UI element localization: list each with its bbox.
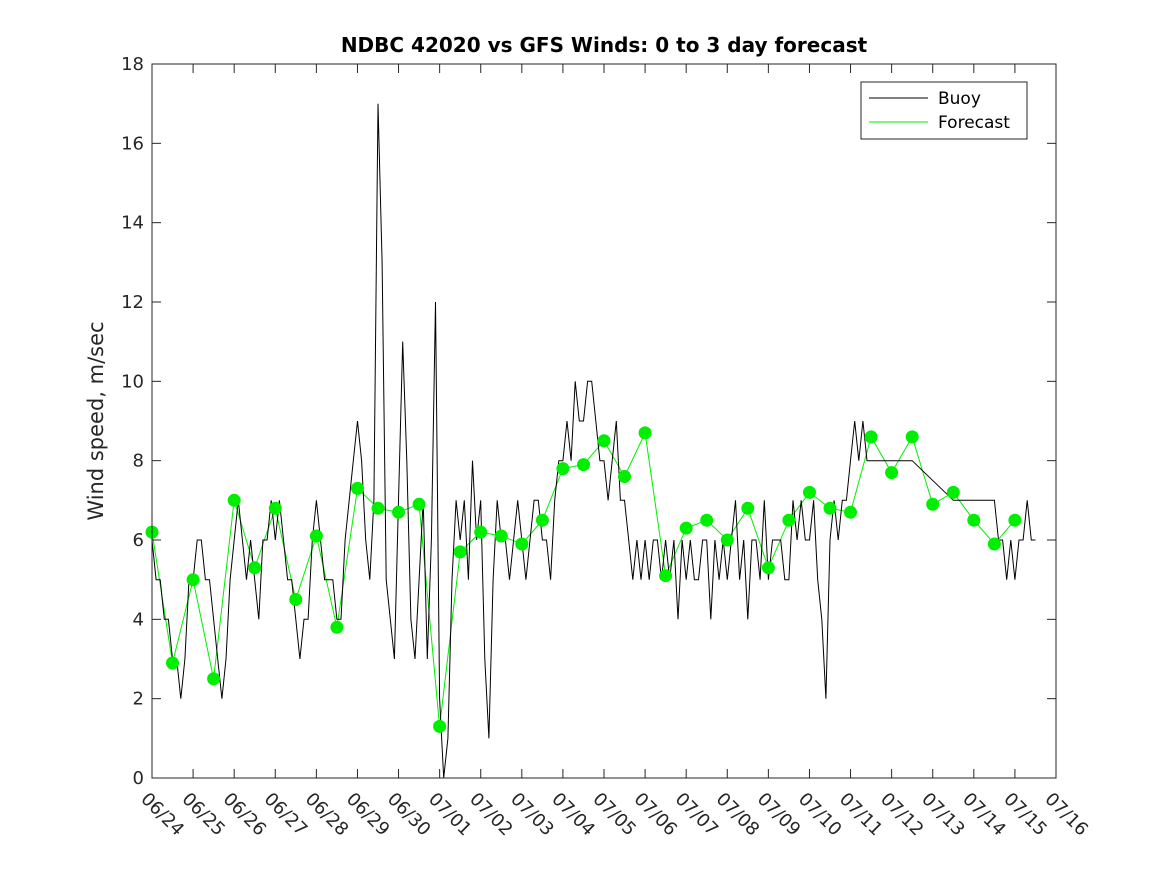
forecast-marker	[453, 545, 467, 559]
forecast-marker	[905, 430, 919, 444]
forecast-marker	[741, 501, 755, 515]
forecast-marker	[679, 521, 693, 535]
forecast-marker	[268, 501, 282, 515]
forecast-marker	[227, 493, 241, 507]
y-axis-label: Wind speed, m/sec	[84, 321, 108, 520]
forecast-marker	[371, 501, 385, 515]
forecast-marker	[166, 656, 179, 670]
forecast-marker	[309, 529, 323, 543]
forecast-marker	[351, 481, 364, 495]
y-tick-label: 8	[133, 451, 144, 472]
forecast-marker	[556, 462, 570, 476]
forecast-marker	[885, 466, 899, 480]
y-tick-label: 12	[121, 292, 144, 313]
forecast-marker	[535, 513, 549, 527]
legend-buoy-label: Buoy	[938, 89, 981, 109]
forecast-marker	[289, 593, 303, 606]
forecast-marker	[659, 569, 673, 583]
forecast-marker	[823, 501, 837, 515]
forecast-marker	[248, 561, 262, 575]
forecast-marker	[474, 525, 488, 539]
y-axis-ticks: 0 2 4 6 8 10 12 14 16 18	[121, 54, 1056, 789]
y-tick-label: 0	[133, 768, 144, 789]
y-tick-label: 10	[121, 371, 144, 392]
y-tick-label: 2	[133, 689, 144, 710]
forecast-marker	[638, 426, 652, 440]
legend: Buoy Forecast	[860, 81, 1028, 140]
y-tick-label: 4	[133, 609, 144, 630]
forecast-marker	[597, 434, 611, 448]
forecast-marker	[926, 497, 940, 511]
y-tick-label: 16	[121, 133, 144, 154]
chart-title: NDBC 42020 vs GFS Winds: 0 to 3 day fore…	[341, 33, 868, 57]
forecast-marker	[987, 537, 1001, 551]
legend-forecast-label: Forecast	[938, 113, 1010, 133]
forecast-marker	[433, 719, 447, 733]
forecast-marker	[330, 620, 344, 634]
forecast-marker	[186, 573, 200, 587]
forecast-marker	[412, 497, 426, 511]
legend-box	[860, 81, 1028, 140]
forecast-marker	[618, 470, 631, 483]
forecast-marker	[577, 458, 590, 472]
forecast-marker	[844, 505, 857, 519]
forecast-marker	[803, 485, 816, 499]
forecast-marker	[392, 505, 405, 519]
forecast-marker	[967, 513, 981, 527]
forecast-marker	[782, 513, 796, 527]
forecast-marker	[946, 485, 960, 499]
y-tick-label: 18	[121, 54, 144, 75]
forecast-marker	[515, 537, 529, 551]
forecast-marker	[700, 513, 714, 527]
buoy-series-line	[151, 103, 1036, 779]
forecast-marker	[761, 561, 775, 575]
forecast-marker	[207, 672, 221, 686]
plot-area	[152, 64, 1056, 778]
forecast-marker	[494, 529, 508, 543]
forecast-marker	[720, 533, 734, 547]
forecast-marker	[1008, 513, 1022, 527]
forecast-marker	[864, 430, 878, 444]
y-tick-label: 6	[133, 530, 144, 551]
y-tick-label: 14	[121, 213, 144, 234]
